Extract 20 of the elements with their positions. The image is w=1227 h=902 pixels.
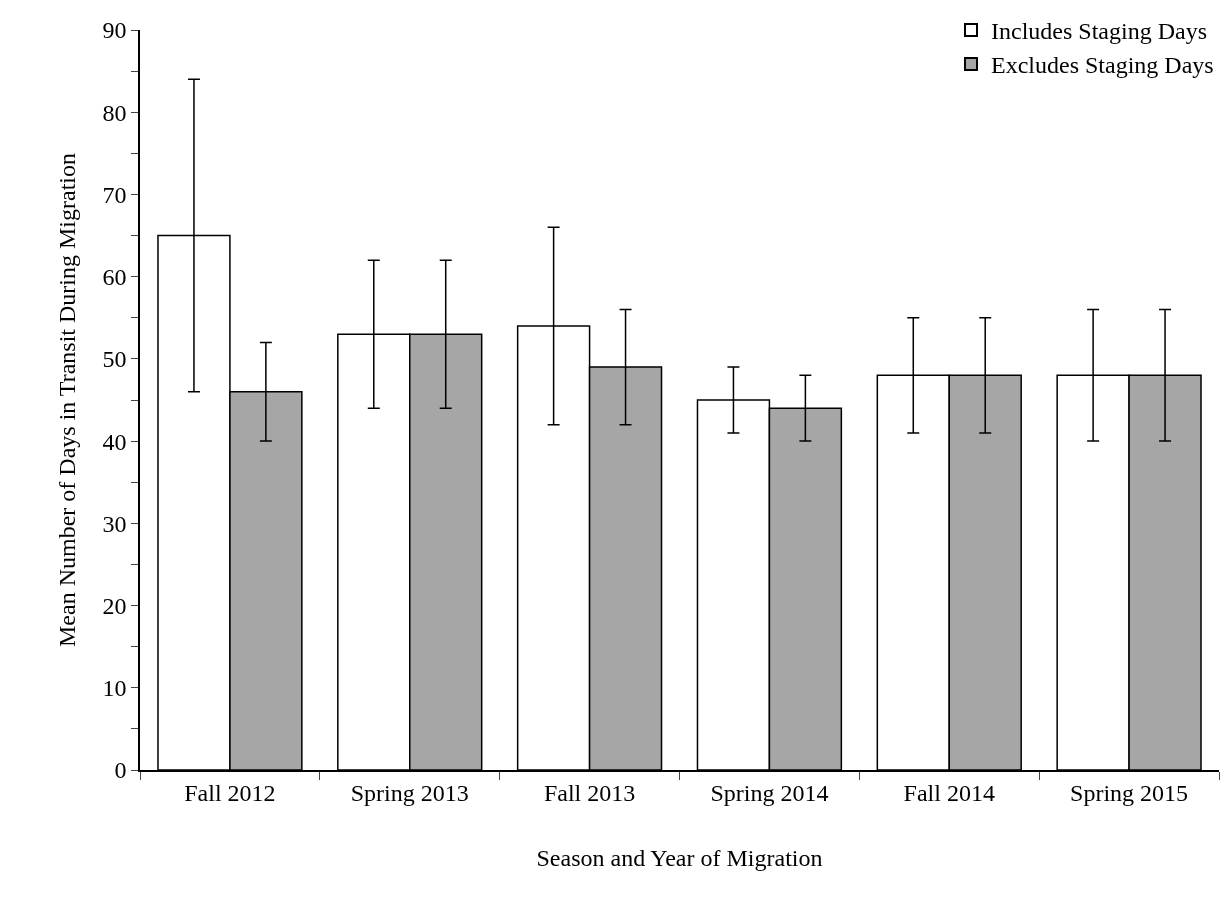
legend-label: Excludes Staging Days xyxy=(991,52,1214,79)
x-tick-label: Spring 2015 xyxy=(1070,779,1189,806)
y-tick-label: 60 xyxy=(102,264,127,291)
y-tick-label: 80 xyxy=(102,99,127,126)
y-tick-label: 10 xyxy=(102,675,127,702)
y-tick-label: 90 xyxy=(102,17,127,44)
y-tick-label: 30 xyxy=(102,510,127,537)
x-tick-label: Spring 2013 xyxy=(350,779,469,806)
y-tick-label: 20 xyxy=(102,592,127,619)
legend-label: Includes Staging Days xyxy=(991,18,1207,45)
y-axis-title: Mean Number of Days in Transit During Migration xyxy=(54,153,81,647)
y-tick-label: 70 xyxy=(102,181,127,208)
x-tick-label: Fall 2013 xyxy=(543,779,636,806)
x-tick-label: Fall 2014 xyxy=(903,779,995,806)
y-tick-label: 40 xyxy=(102,428,127,455)
x-tick-label: Spring 2014 xyxy=(710,779,829,806)
x-axis-title: Season and Year of Migration xyxy=(536,845,823,872)
y-tick-label: 50 xyxy=(102,346,127,373)
x-tick-label: Fall 2012 xyxy=(184,779,276,806)
y-tick-label: 0 xyxy=(114,757,127,784)
